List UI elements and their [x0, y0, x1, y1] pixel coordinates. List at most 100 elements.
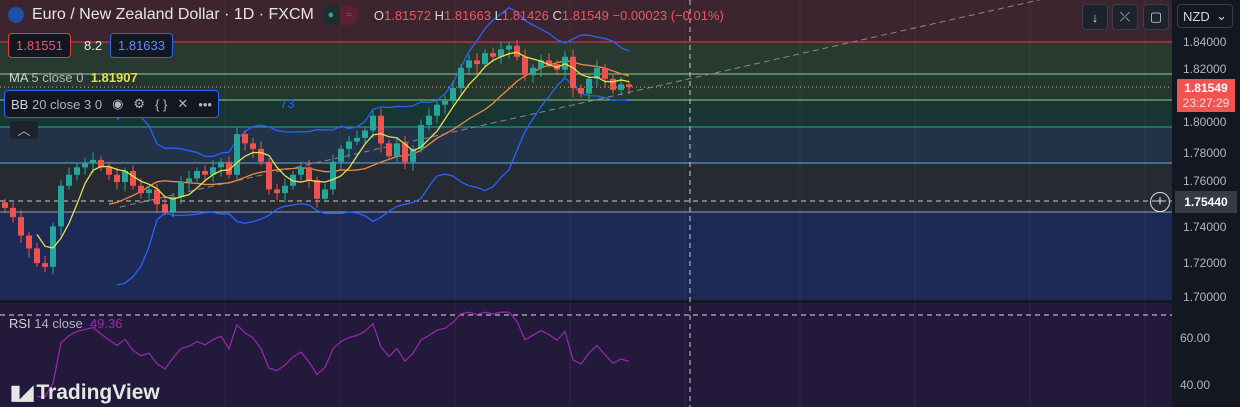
candle — [354, 137, 360, 142]
candle — [242, 134, 248, 144]
candle — [514, 45, 520, 57]
ma-5-line — [36, 51, 630, 249]
candle — [266, 161, 272, 190]
candle — [122, 171, 128, 183]
candle — [130, 171, 136, 186]
spread-value: 8.2 — [84, 38, 103, 53]
tv-logo-icon: ▮◢ — [10, 382, 33, 404]
zone-band — [0, 303, 1172, 407]
scroll-down-button[interactable]: ↓ — [1082, 4, 1108, 30]
candle — [506, 45, 512, 50]
collapse-button[interactable]: ⤫ — [1112, 4, 1138, 30]
ma-legend[interactable]: MA 5 close 0 1.81907 — [9, 70, 138, 85]
candle — [610, 78, 616, 90]
candle — [338, 148, 344, 162]
candle — [258, 148, 264, 162]
symbol-title[interactable]: Euro / New Zealand Dollar · 1D · FXCM — [32, 6, 314, 23]
candle — [474, 60, 480, 65]
candle — [458, 67, 464, 89]
candle — [186, 178, 192, 183]
candle — [386, 143, 392, 157]
candle — [298, 167, 304, 175]
eye-icon[interactable]: ◉ — [112, 96, 124, 111]
candle — [274, 189, 280, 194]
candle — [90, 159, 96, 164]
candle — [170, 196, 176, 212]
rsi-tick: 60.00 — [1180, 331, 1211, 345]
add-alert-icon[interactable]: + — [1150, 192, 1170, 212]
candle — [98, 159, 104, 168]
collapse-legend-button[interactable]: ︿ — [10, 121, 38, 139]
candle — [498, 49, 504, 57]
bb-legend[interactable]: BB 20 close 3 0 ◉ ⚙ { } ✕ ••• — [4, 90, 219, 118]
candle — [210, 167, 216, 175]
zone-band — [0, 212, 1172, 300]
candle — [522, 56, 528, 76]
candle — [402, 143, 408, 162]
buy-button[interactable]: 1.81633 — [110, 33, 173, 58]
rsi-tick: 40.00 — [1180, 378, 1211, 392]
candle — [570, 56, 576, 89]
candle — [378, 115, 384, 144]
price-tick: 1.84000 — [1183, 35, 1227, 49]
zone-band — [0, 300, 1172, 303]
candle — [194, 171, 200, 179]
tradingview-logo[interactable]: ▮◢ TradingView — [10, 380, 160, 405]
candle — [218, 161, 224, 168]
bb-upper-band — [116, 7, 630, 158]
rsi-line — [37, 311, 630, 398]
candle — [434, 104, 440, 116]
bb-value: 73 — [280, 96, 295, 111]
symbol-header: Euro / New Zealand Dollar · 1D · FXCM ● ≈… — [8, 5, 724, 25]
more-icon[interactable]: ••• — [198, 96, 212, 112]
candle — [530, 67, 536, 76]
source-code-icon[interactable]: { } — [155, 96, 168, 112]
candle — [114, 174, 120, 183]
candle — [74, 167, 80, 175]
flag-icon — [8, 7, 24, 23]
market-status[interactable]: ● ≈ — [321, 5, 358, 25]
close-icon[interactable]: ✕ — [177, 96, 189, 111]
ohlc-readout: O1.81572 H1.81663 L1.81426 C1.81549 −0.0… — [373, 7, 724, 23]
candle — [466, 60, 472, 68]
price-tick: 1.72000 — [1183, 256, 1227, 270]
fullscreen-button[interactable]: ▢ — [1143, 4, 1169, 30]
candle — [490, 53, 496, 57]
candle — [66, 174, 72, 186]
candle — [250, 143, 256, 149]
zone-band — [0, 127, 1172, 163]
candle — [106, 167, 112, 175]
candle — [202, 171, 208, 175]
candle — [370, 115, 376, 131]
currency-select[interactable]: NZD ⌄ — [1177, 4, 1233, 28]
candle — [538, 60, 544, 68]
candle — [306, 167, 312, 181]
candle — [546, 60, 552, 65]
last-price-label: 1.81549 23:27:29 — [1177, 79, 1235, 112]
candle — [34, 248, 40, 264]
candle — [450, 88, 456, 101]
sell-button[interactable]: 1.81551 — [8, 33, 71, 58]
candle — [482, 53, 488, 65]
gear-icon[interactable]: ⚙ — [133, 96, 146, 111]
candle — [626, 84, 632, 88]
candle — [426, 115, 432, 125]
price-tick: 1.78000 — [1183, 146, 1227, 160]
price-tick: 1.70000 — [1183, 290, 1227, 304]
candle — [18, 217, 24, 236]
candle — [178, 182, 184, 197]
candle — [82, 163, 88, 168]
candle — [226, 161, 232, 175]
candle — [442, 100, 448, 105]
candle — [362, 130, 368, 138]
candle — [42, 263, 48, 267]
candle — [282, 185, 288, 194]
candle — [322, 189, 328, 199]
price-tick: 1.80000 — [1183, 115, 1227, 129]
price-tick: 1.74000 — [1183, 220, 1227, 234]
candle — [410, 148, 416, 162]
candle — [586, 78, 592, 94]
candle — [138, 185, 144, 194]
rsi-legend[interactable]: RSI 14 close 49.36 — [9, 316, 123, 331]
